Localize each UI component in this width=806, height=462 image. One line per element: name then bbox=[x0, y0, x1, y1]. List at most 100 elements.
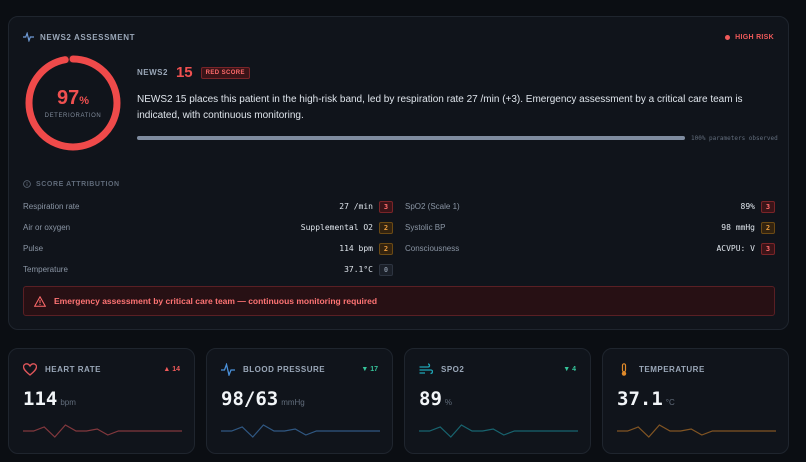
vital-value: 98/63 bbox=[221, 388, 279, 410]
parameter-name: SpO2 (Scale 1) bbox=[405, 202, 460, 211]
parameter-value-group: Supplemental O2 2 bbox=[300, 221, 393, 234]
parameter-row: Pulse 114 bpm 2 bbox=[23, 238, 393, 259]
score-value: 15 bbox=[175, 64, 193, 81]
score-line: NEWS2 15 RED SCORE bbox=[137, 65, 777, 80]
parameter-value-group: 27 /min 3 bbox=[339, 200, 393, 213]
wind-icon bbox=[419, 363, 433, 375]
sparkline-path bbox=[419, 424, 578, 438]
card-value: 37.1 °C bbox=[617, 388, 675, 410]
vital-value: 37.1 bbox=[617, 388, 663, 410]
observation-progress-bar bbox=[137, 136, 685, 140]
gauge-number: 97 bbox=[56, 86, 80, 109]
progress-fill bbox=[137, 136, 685, 140]
parameter-name: Temperature bbox=[23, 265, 68, 274]
parameter-score-badge: 0 bbox=[379, 263, 393, 276]
parameter-value: Supplemental O2 bbox=[300, 223, 373, 232]
parameter-value: 114 bpm bbox=[339, 244, 373, 253]
gauge-arc bbox=[25, 55, 121, 151]
parameter-grid: Respiration rate 27 /min 3 SpO2 (Scale 1) 89… bbox=[23, 196, 775, 280]
sparkline-path bbox=[221, 424, 380, 438]
score-badge: RED SCORE bbox=[200, 66, 250, 79]
gauge-unit: % bbox=[79, 94, 90, 107]
parameter-value: 89% bbox=[740, 202, 755, 211]
gauge-ring bbox=[25, 55, 121, 151]
card-title-group: HEART RATE bbox=[23, 363, 101, 376]
vital-card-heart-rate[interactable]: HEART RATE ▲ 14 114 bpm bbox=[8, 348, 195, 454]
parameter-score-badge: 2 bbox=[379, 242, 393, 255]
panel-header: NEWS2 ASSESSMENT HIGH RISK bbox=[23, 29, 774, 45]
parameter-value: ACVPU: V bbox=[716, 244, 755, 253]
card-title: SPO2 bbox=[441, 365, 465, 374]
panel-title-group: NEWS2 ASSESSMENT bbox=[23, 32, 135, 42]
trend-indicator: ▼ 17 bbox=[361, 366, 378, 373]
risk-flag: HIGH RISK bbox=[725, 34, 774, 41]
sparkline-path bbox=[617, 424, 776, 438]
sparkline bbox=[419, 424, 578, 438]
parameter-row: SpO2 (Scale 1) 89% 3 bbox=[405, 196, 775, 217]
parameter-value: 98 mmHg bbox=[721, 223, 755, 232]
warning-icon bbox=[34, 295, 46, 307]
card-value: 114 bpm bbox=[23, 388, 76, 410]
card-value: 89% bbox=[419, 388, 452, 410]
vital-card-temperature[interactable]: TEMPERATURE 37.1 °C bbox=[602, 348, 789, 454]
vital-unit: mmHg bbox=[281, 398, 305, 407]
gauge-value: 97% bbox=[57, 88, 89, 108]
card-title: BLOOD PRESSURE bbox=[243, 365, 326, 374]
parameter-value-group: ACVPU: V 3 bbox=[716, 242, 775, 255]
parameter-row: Respiration rate 27 /min 3 bbox=[23, 196, 393, 217]
vital-unit: % bbox=[444, 398, 453, 407]
gauge-label: DETERIORATION bbox=[44, 112, 102, 119]
card-title-group: SPO2 bbox=[419, 363, 464, 376]
vital-value: 89 bbox=[419, 388, 442, 410]
summary-block: NEWS2 15 RED SCORE NEWS2 15 places this … bbox=[137, 65, 777, 124]
parameter-score-badge: 2 bbox=[379, 221, 393, 234]
gauge-text: 97% DETERIORATION bbox=[23, 53, 123, 153]
vital-value: 114 bbox=[23, 388, 58, 410]
parameter-score-badge: 3 bbox=[379, 200, 393, 213]
risk-flag-label: HIGH RISK bbox=[735, 33, 774, 41]
heart-icon bbox=[23, 363, 37, 376]
score-label: NEWS2 bbox=[137, 68, 168, 77]
progress-label: 100% parameters observed bbox=[691, 135, 778, 142]
trend-indicator: ▼ 4 bbox=[563, 366, 576, 373]
attribution-header: SCORE ATTRIBUTION bbox=[23, 180, 120, 188]
sparkline bbox=[23, 424, 182, 438]
parameter-name: Pulse bbox=[23, 244, 44, 253]
news2-assessment-panel: NEWS2 ASSESSMENT HIGH RISK 97% DETERIORA… bbox=[8, 16, 789, 330]
sparkline-path bbox=[23, 424, 182, 438]
parameter-value: 27 /min bbox=[339, 202, 373, 211]
parameter-score-badge: 2 bbox=[761, 221, 775, 234]
vital-card-blood-pressure[interactable]: BLOOD PRESSURE ▼ 17 98/63 mmHg bbox=[206, 348, 393, 454]
parameter-name: Systolic BP bbox=[405, 223, 446, 232]
summary-text: NEWS2 15 places this patient in the high… bbox=[137, 94, 743, 121]
parameter-value-group: 98 mmHg 2 bbox=[721, 221, 775, 234]
card-header: HEART RATE ▲ 14 bbox=[23, 363, 180, 376]
vital-unit: bpm bbox=[60, 398, 76, 407]
vital-unit: °C bbox=[665, 398, 675, 407]
parameter-value: 37.1°C bbox=[344, 265, 373, 274]
sparkline bbox=[617, 424, 776, 438]
card-title-group: BLOOD PRESSURE bbox=[221, 363, 325, 376]
card-header: SPO2 ▼ 4 bbox=[419, 363, 576, 376]
vital-card-spo2[interactable]: SPO2 ▼ 4 89% bbox=[404, 348, 591, 454]
card-title: HEART RATE bbox=[45, 365, 101, 374]
parameter-score-badge: 3 bbox=[761, 200, 775, 213]
trend-indicator: ▲ 14 bbox=[163, 366, 180, 373]
parameter-row: Air or oxygen Supplemental O2 2 bbox=[23, 217, 393, 238]
deterioration-gauge: 97% DETERIORATION bbox=[23, 53, 123, 153]
info-icon bbox=[23, 180, 31, 188]
card-title-group: TEMPERATURE bbox=[617, 363, 705, 376]
panel-title: NEWS2 ASSESSMENT bbox=[40, 32, 136, 42]
card-title: TEMPERATURE bbox=[639, 365, 705, 374]
card-value: 98/63 mmHg bbox=[221, 388, 305, 410]
parameter-row: Systolic BP 98 mmHg 2 bbox=[405, 217, 775, 238]
parameter-name: Air or oxygen bbox=[23, 223, 71, 232]
parameter-row: Temperature 37.1°C 0 bbox=[23, 259, 393, 280]
parameter-name: Consciousness bbox=[405, 244, 460, 253]
sparkline bbox=[221, 424, 380, 438]
pulse-icon bbox=[23, 32, 34, 42]
attribution-title: SCORE ATTRIBUTION bbox=[36, 180, 120, 188]
thermometer-icon bbox=[621, 363, 627, 376]
card-header: BLOOD PRESSURE ▼ 17 bbox=[221, 363, 378, 376]
parameter-value-group: 89% 3 bbox=[740, 200, 775, 213]
